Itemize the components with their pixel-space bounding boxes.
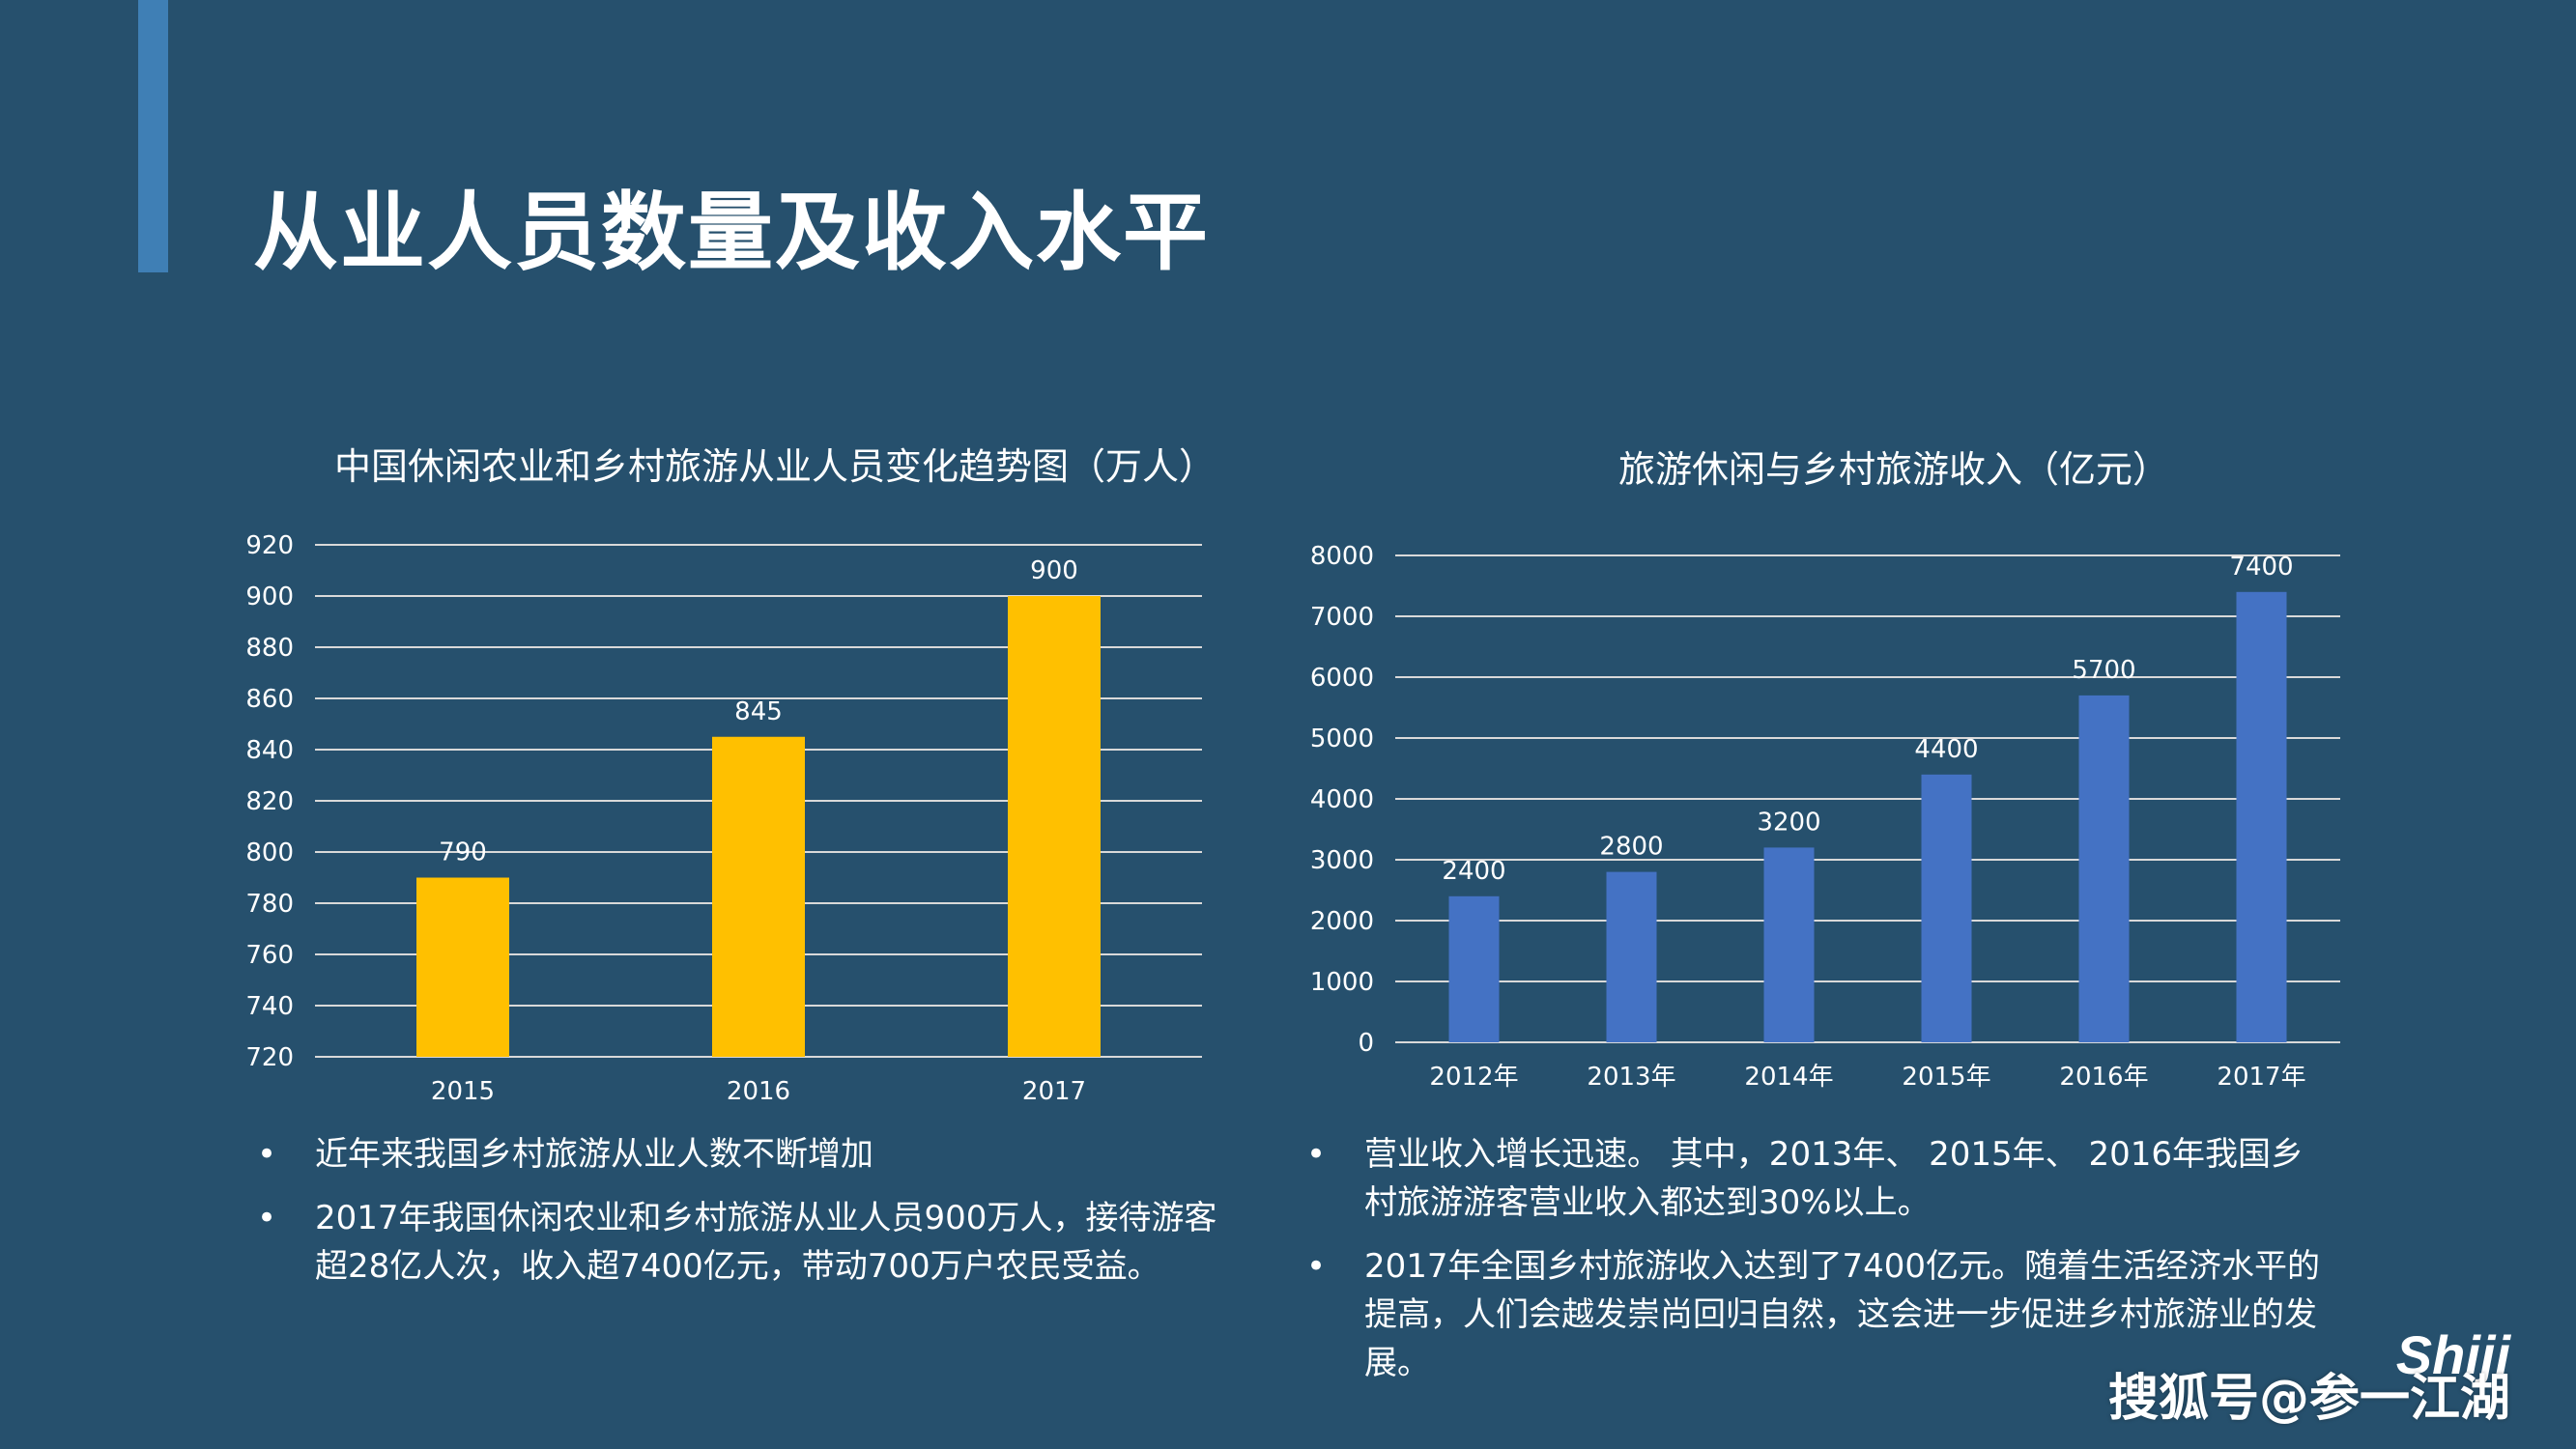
left-chart-y-tick-label: 800 <box>245 838 294 867</box>
page-title: 从业人员数量及收入水平 <box>253 183 1211 282</box>
right-chart-data-label: 3200 <box>1757 808 1820 837</box>
left-chart-y-tick-label: 840 <box>245 736 294 765</box>
bullet-dot-icon: • <box>1306 1135 1327 1174</box>
right-chart-x-tick-label: 2013年 <box>1587 1063 1675 1092</box>
left-chart-data-label: 790 <box>439 838 487 867</box>
right-chart-y-tick-label: 3000 <box>1310 846 1374 875</box>
right-chart-bar <box>2078 695 2130 1042</box>
right-chart-data-label: 5700 <box>2072 656 2135 685</box>
left-chart-y-tick-label: 880 <box>245 634 294 663</box>
right-chart-y-tick-label: 6000 <box>1310 664 1374 693</box>
left-bullet-text: 近年来我国乡村旅游从业人数不断增加 <box>315 1135 873 1174</box>
bullet-dot-icon: • <box>1306 1247 1327 1286</box>
right-bullet-text: 2017年全国乡村旅游收入达到了7400亿元。随着生活经济水平的提高，人们会越发… <box>1364 1247 2321 1382</box>
right-chart-data-label: 7400 <box>2229 553 2293 582</box>
right-chart-y-tick-label: 4000 <box>1310 785 1374 814</box>
right-chart-bar <box>1606 871 1657 1042</box>
left-chart-y-tick-label: 900 <box>245 582 294 611</box>
right-bullet-list: • 营业收入增长迅速。 其中，2013年、 2015年、 2016年我国乡村旅游… <box>1306 1130 2331 1403</box>
right-chart-y-tick-label: 8000 <box>1310 542 1374 571</box>
left-bullet-text: 2017年我国休闲农业和乡村旅游从业人员900万人，接待游客超28亿人次，收入超… <box>315 1199 1217 1286</box>
right-chart-y-tick-label: 5000 <box>1310 724 1374 753</box>
right-chart-bar <box>1763 847 1815 1042</box>
left-chart-y-tick-label: 860 <box>245 685 294 714</box>
right-chart-x-tick-label: 2017年 <box>2217 1063 2305 1092</box>
left-chart-title: 中国休闲农业和乡村旅游从业人员变化趋势图（万人） <box>333 445 1216 488</box>
left-chart-bar <box>1008 596 1101 1057</box>
watermark-text: 搜狐号@参一江湖 <box>2107 1370 2510 1428</box>
right-chart-data-label: 2800 <box>1599 833 1663 862</box>
list-item: • 2017年我国休闲农业和乡村旅游从业人员900万人，接待游客超28亿人次，收… <box>257 1194 1243 1291</box>
right-chart-y-tick-label: 7000 <box>1310 603 1374 632</box>
list-item: • 近年来我国乡村旅游从业人数不断增加 <box>257 1130 1243 1179</box>
right-chart-y-tick-label: 2000 <box>1310 907 1374 936</box>
left-chart-y-tick-label: 740 <box>245 992 294 1021</box>
right-chart-bar <box>1921 774 1972 1042</box>
bullet-dot-icon: • <box>257 1135 277 1174</box>
bullet-dot-icon: • <box>257 1199 277 1237</box>
right-chart-data-label: 2400 <box>1442 857 1505 886</box>
right-chart-bar <box>2236 591 2287 1042</box>
left-chart-x-tick-label: 2017 <box>1022 1077 1086 1106</box>
left-bullet-list: • 近年来我国乡村旅游从业人数不断增加 • 2017年我国休闲农业和乡村旅游从业… <box>257 1130 1243 1306</box>
right-chart-bar <box>1448 895 1500 1042</box>
right-chart-x-tick-label: 2015年 <box>1902 1063 1990 1092</box>
list-item: • 2017年全国乡村旅游收入达到了7400亿元。随着生活经济水平的提高，人们会… <box>1306 1242 2331 1387</box>
left-chart-x-tick-label: 2016 <box>727 1077 790 1106</box>
left-chart-y-tick-label: 760 <box>245 941 294 970</box>
left-chart-bar <box>416 877 509 1057</box>
left-chart-data-label: 845 <box>734 697 783 726</box>
watermark-logo: Shiji <box>2395 1324 2510 1385</box>
right-bullet-text: 营业收入增长迅速。 其中，2013年、 2015年、 2016年我国乡村旅游游客… <box>1364 1135 2304 1222</box>
left-chart-x-tick-label: 2015 <box>431 1077 495 1106</box>
right-chart-x-tick-label: 2012年 <box>1429 1063 1518 1092</box>
right-chart-title: 旅游休闲与乡村旅游收入（亿元） <box>1617 448 2170 491</box>
right-chart-y-tick-label: 0 <box>1358 1029 1374 1058</box>
left-chart-data-label: 900 <box>1030 556 1078 585</box>
right-chart-data-label: 4400 <box>1914 735 1978 764</box>
right-chart-x-tick-label: 2014年 <box>1744 1063 1833 1092</box>
right-chart-y-tick-label: 1000 <box>1310 968 1374 997</box>
list-item: • 营业收入增长迅速。 其中，2013年、 2015年、 2016年我国乡村旅游… <box>1306 1130 2331 1227</box>
left-chart-y-tick-label: 720 <box>245 1043 294 1072</box>
right-chart-x-tick-label: 2016年 <box>2059 1063 2148 1092</box>
left-chart-y-tick-label: 780 <box>245 890 294 919</box>
left-chart-y-tick-label: 920 <box>245 531 294 560</box>
left-chart-bar <box>712 736 805 1057</box>
title-accent-bar <box>138 0 168 272</box>
left-chart-y-tick-label: 820 <box>245 787 294 816</box>
